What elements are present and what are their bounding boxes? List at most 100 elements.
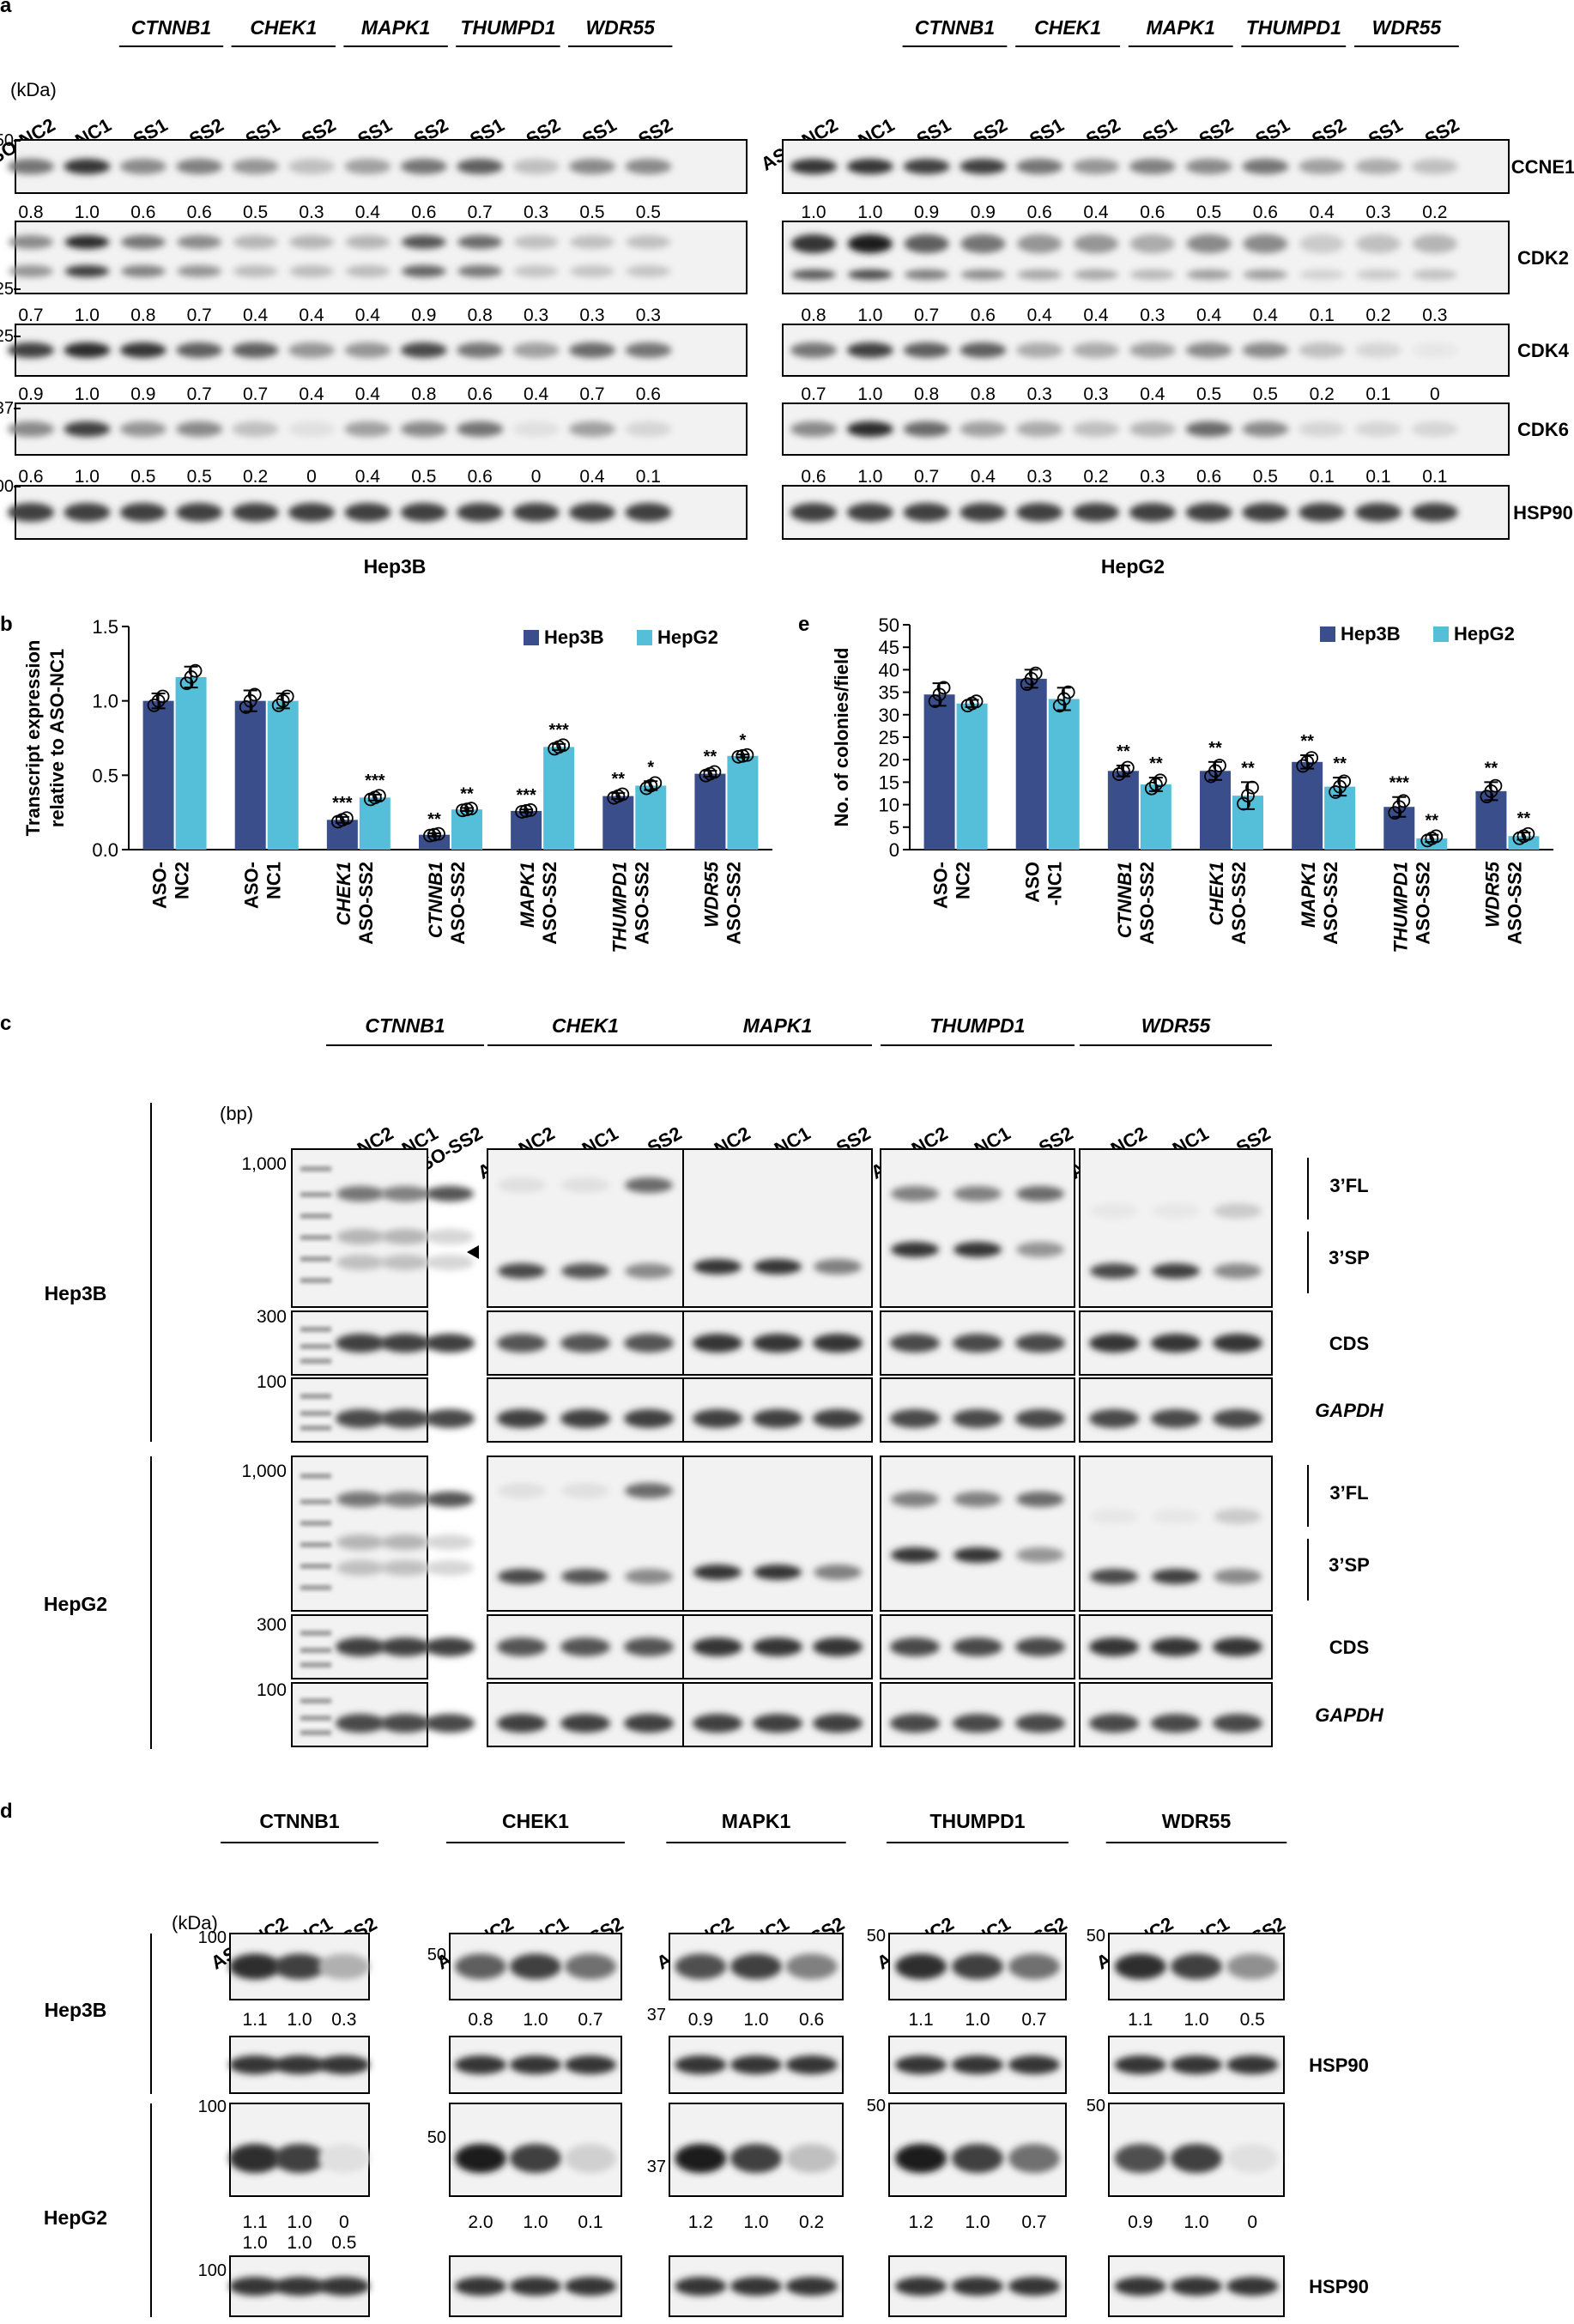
mw-marker: 50 bbox=[427, 1946, 446, 1964]
gene-header: CTNNB1 bbox=[259, 1810, 339, 1832]
quant-value: 0.5 bbox=[331, 2233, 356, 2253]
mw-marker: 100 bbox=[198, 2097, 227, 2116]
x-category-label: MAPK1 bbox=[517, 862, 538, 928]
band bbox=[401, 265, 446, 277]
band bbox=[1411, 421, 1458, 437]
band bbox=[625, 503, 672, 522]
ladder-band bbox=[300, 1474, 331, 1479]
band bbox=[791, 269, 836, 280]
band bbox=[1129, 159, 1176, 174]
band bbox=[9, 265, 53, 277]
band bbox=[1152, 1569, 1200, 1584]
band bbox=[1242, 421, 1289, 437]
x-category-label: -NC1 bbox=[1044, 862, 1066, 905]
x-category-label: THUMPD1 bbox=[608, 862, 630, 953]
band bbox=[1017, 234, 1062, 253]
bp-marker: 1,000 bbox=[241, 1462, 287, 1481]
band bbox=[119, 421, 166, 437]
legend-label: HepG2 bbox=[657, 626, 718, 648]
band bbox=[1299, 342, 1346, 358]
band bbox=[847, 269, 893, 280]
quant-value: 0.9 bbox=[971, 203, 996, 222]
y-axis-label: No. of colonies/field bbox=[831, 647, 852, 826]
data-point bbox=[648, 776, 663, 790]
gene-header: THUMPD1 bbox=[460, 16, 555, 39]
quant-value: 0.1 bbox=[1310, 467, 1335, 487]
band bbox=[512, 159, 560, 174]
band bbox=[1185, 159, 1232, 174]
protein-label: CDK2 bbox=[1517, 247, 1569, 269]
band bbox=[455, 1953, 506, 1980]
band bbox=[904, 234, 949, 253]
band bbox=[1129, 269, 1175, 280]
x-category-label: ASO-SS2 bbox=[631, 862, 652, 945]
band bbox=[381, 1186, 429, 1201]
band bbox=[693, 1564, 742, 1580]
quant-value: 0.8 bbox=[468, 306, 493, 325]
y-tick-label: 0.0 bbox=[92, 839, 118, 861]
quant-value: 0.8 bbox=[914, 384, 939, 404]
band bbox=[753, 1714, 802, 1733]
band bbox=[846, 342, 893, 358]
ladder-band bbox=[300, 1716, 331, 1721]
quant-value: 0.3 bbox=[524, 203, 548, 222]
band bbox=[891, 1186, 939, 1201]
band bbox=[401, 235, 446, 249]
quant-value: 0.3 bbox=[1083, 384, 1108, 404]
band bbox=[426, 1186, 474, 1201]
quant-value: 0.4 bbox=[1253, 306, 1279, 325]
mw-marker: 25 bbox=[0, 327, 14, 346]
data-point bbox=[372, 789, 386, 803]
quant-value: 0.4 bbox=[1140, 384, 1165, 404]
quant-value: 0.7 bbox=[1021, 2010, 1046, 2030]
quant-value: 0.7 bbox=[1021, 2212, 1046, 2232]
x-category-label: CHEK1 bbox=[333, 862, 354, 926]
band bbox=[565, 2277, 616, 2296]
mw-marker: 37 bbox=[647, 2006, 666, 2024]
mw-marker: 25 bbox=[0, 280, 14, 299]
y-tick-label: 40 bbox=[879, 659, 899, 681]
band bbox=[754, 1259, 802, 1274]
data-point bbox=[275, 693, 290, 708]
y-tick-label: 15 bbox=[879, 772, 899, 793]
band bbox=[1411, 159, 1458, 174]
band bbox=[457, 265, 503, 277]
protein-label: HSP90 bbox=[1309, 2055, 1369, 2076]
quant-value: 1.0 bbox=[965, 2010, 990, 2030]
band bbox=[288, 159, 335, 174]
band bbox=[1015, 1409, 1065, 1428]
band bbox=[960, 269, 1006, 280]
quant-value: 1.0 bbox=[75, 203, 100, 222]
legend-label: Hep3B bbox=[1341, 623, 1401, 645]
data-point bbox=[1337, 774, 1352, 789]
panel-a-letter: a bbox=[0, 0, 12, 17]
x-category-label: CHEK1 bbox=[1206, 862, 1227, 926]
data-point bbox=[280, 689, 294, 704]
x-category-label: ASO-SS2 bbox=[1320, 862, 1341, 945]
band bbox=[813, 1409, 863, 1428]
quant-value: 0.3 bbox=[636, 306, 661, 325]
band bbox=[229, 2055, 282, 2074]
band bbox=[8, 342, 54, 358]
band bbox=[64, 265, 110, 277]
band bbox=[119, 159, 166, 174]
quant-value: 1.0 bbox=[857, 203, 882, 222]
bar-hep3b bbox=[1200, 771, 1231, 850]
quant-value: 0.9 bbox=[1128, 2212, 1153, 2232]
legend-label: HepG2 bbox=[1454, 623, 1515, 645]
cell-line-label: HepG2 bbox=[44, 2206, 107, 2229]
quant-value: 0.5 bbox=[1196, 203, 1221, 222]
quant-value: 0.3 bbox=[1422, 306, 1447, 325]
quant-value: 0.7 bbox=[579, 384, 604, 404]
quant-value: 0.1 bbox=[636, 467, 661, 487]
band bbox=[960, 421, 1007, 437]
band bbox=[1129, 503, 1176, 522]
band bbox=[813, 1334, 863, 1353]
ladder-band bbox=[300, 1631, 331, 1636]
band bbox=[895, 2277, 947, 2296]
legend-swatch bbox=[1433, 626, 1449, 642]
band bbox=[952, 1953, 1003, 1980]
band bbox=[119, 503, 166, 522]
band bbox=[846, 503, 893, 522]
bar-hep3b bbox=[1292, 761, 1323, 850]
